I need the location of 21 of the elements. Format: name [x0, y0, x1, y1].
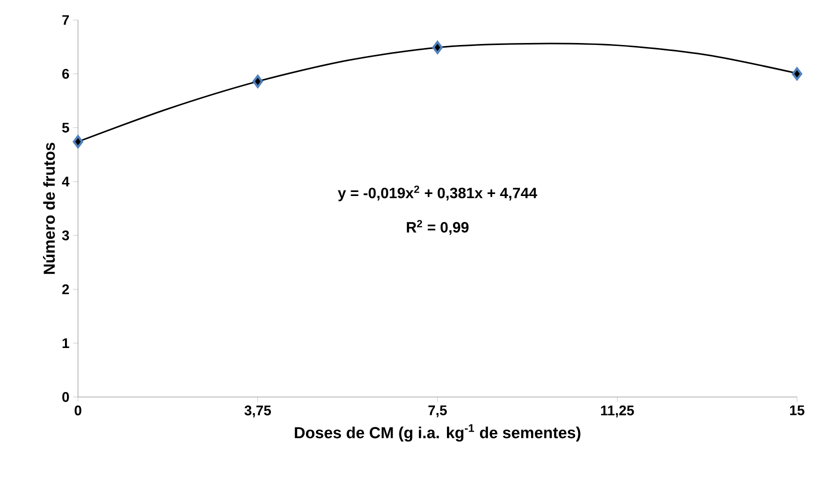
- annotation: y = -0,019x$^{2}$ + 0,381x + 4,744: [338, 186, 538, 202]
- point: [432, 40, 443, 54]
- y-tick-label: 1: [62, 338, 70, 348]
- x-tick-label: 7,5: [428, 406, 447, 418]
- y-tick-label: 7: [62, 15, 69, 25]
- point: [72, 135, 84, 148]
- y-tick-label: 4: [62, 176, 70, 186]
- point: [792, 67, 802, 80]
- x-tick-label: 15: [790, 406, 804, 416]
- y-tick-label: 2: [62, 284, 69, 294]
- y-axis-title: Número de frutos: [43, 142, 55, 274]
- point: [252, 74, 263, 88]
- y-tick-label: 5: [62, 122, 70, 133]
- y-tick-label: 0: [62, 392, 69, 402]
- x-tick-label: 0: [74, 405, 82, 416]
- annotation: R$^{2}$ = 0,99: [406, 220, 469, 235]
- x-tick-label: 3,75: [244, 405, 271, 418]
- y-tick-label: 3: [62, 230, 69, 240]
- x-tick-label: 11,25: [601, 405, 634, 418]
- y-tick-label: 6: [62, 68, 69, 79]
- x-axis-title: Doses de CM (g i.a. kg$^{-1}$ de sementes): [294, 424, 580, 442]
